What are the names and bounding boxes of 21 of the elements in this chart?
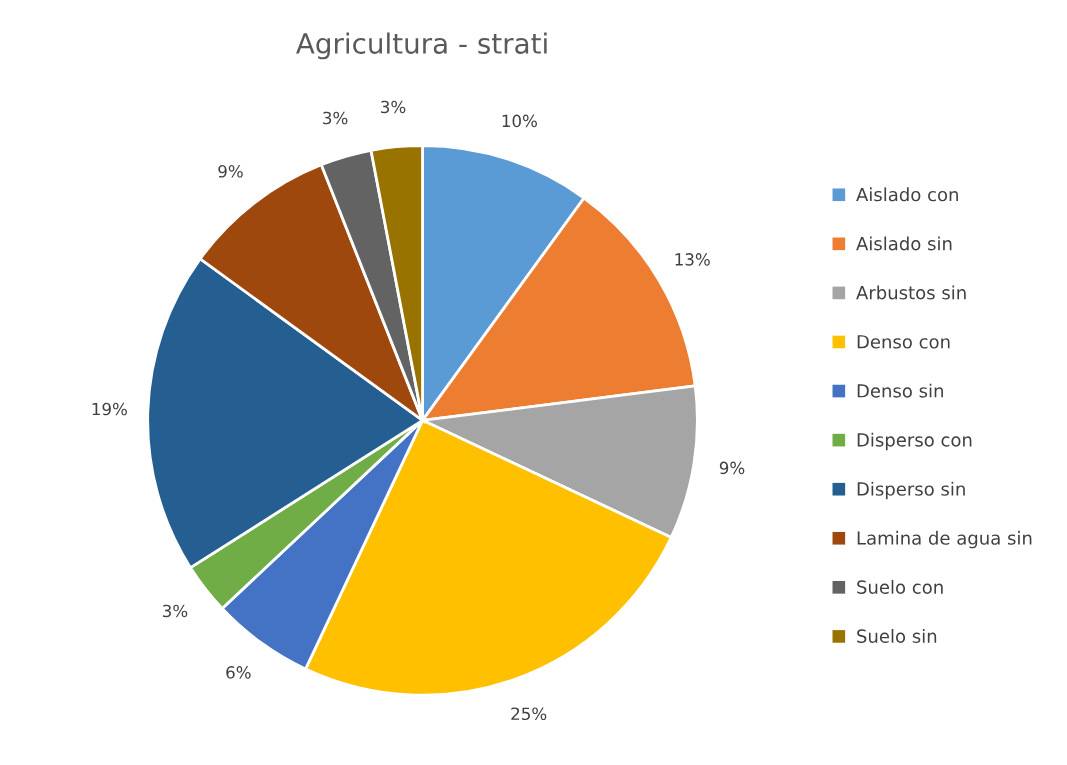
data-label: 19%: [92, 402, 127, 416]
data-label: 3%: [163, 604, 188, 618]
legend-label: Denso con: [857, 335, 950, 349]
legend-label: Suelo sin: [857, 629, 937, 643]
legend-label: Aislado con: [856, 187, 958, 202]
chart-title: Agricultura - strati: [296, 32, 547, 60]
data-label: 6%: [226, 666, 251, 679]
legend-label: Disperso con: [857, 432, 972, 451]
data-label: 9%: [218, 165, 243, 178]
data-label: 3%: [381, 100, 406, 114]
legend-label: Denso sin: [857, 383, 943, 398]
data-label: 10%: [502, 114, 537, 128]
legend-label: Arbustos sin: [856, 285, 966, 300]
legend-label: Disperso sin: [857, 481, 965, 500]
data-label: 9%: [719, 461, 745, 475]
legend-label: Suelo con: [857, 579, 943, 594]
data-label: 13%: [675, 253, 710, 266]
data-label: 25%: [511, 707, 547, 721]
legend-label: Aislado sin: [856, 236, 952, 251]
data-label: 3%: [323, 111, 348, 125]
legend-label: Lamina de agua sin: [857, 530, 1032, 549]
